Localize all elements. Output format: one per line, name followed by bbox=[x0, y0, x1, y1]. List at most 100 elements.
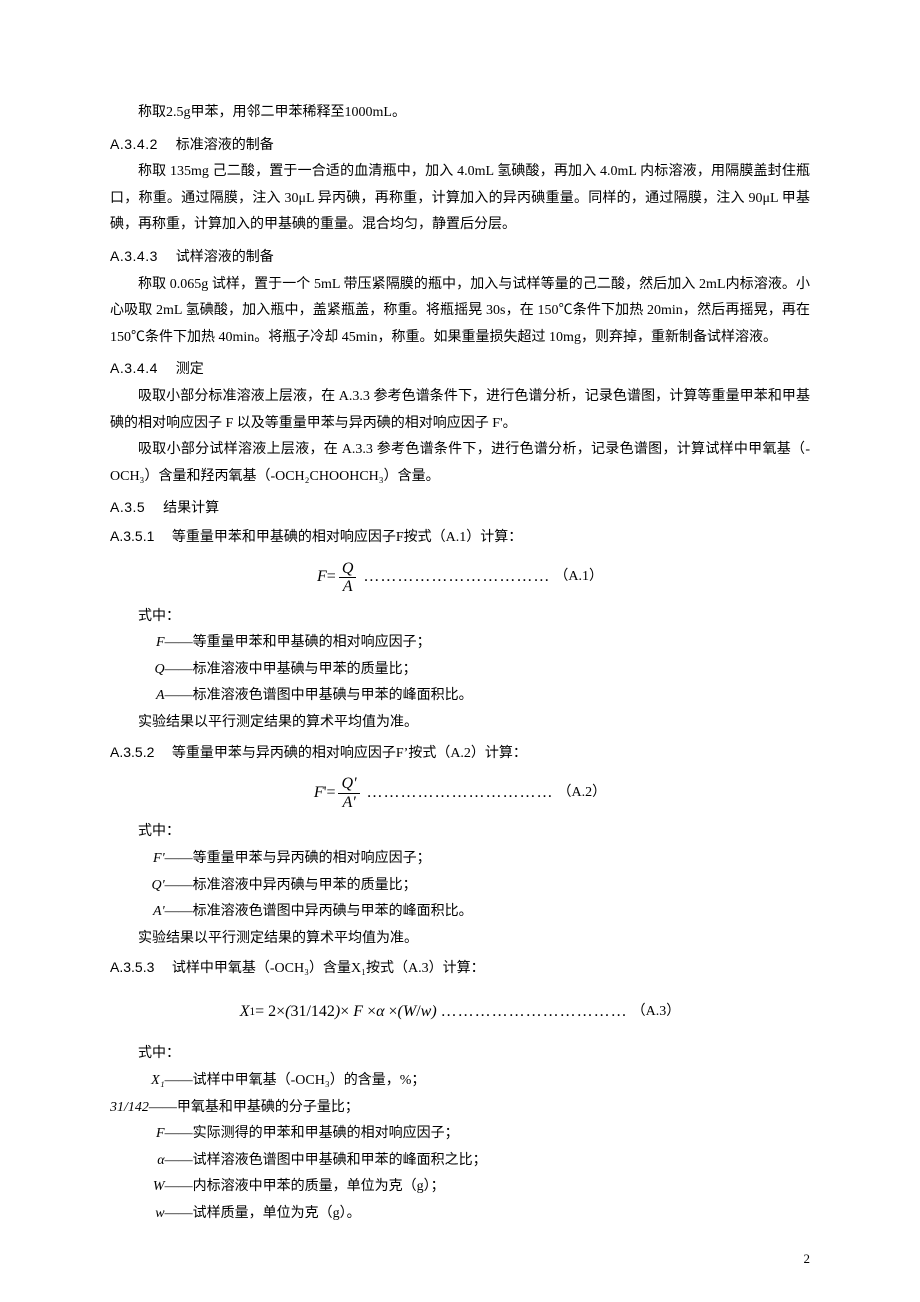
definition-separator: —— bbox=[165, 1148, 193, 1175]
definition-text: 等重量甲苯和甲基碘的相对响应因子； bbox=[193, 630, 810, 657]
definition-separator: —— bbox=[165, 630, 193, 657]
eq-label: （A.1） bbox=[554, 564, 603, 591]
para-a343: 称取 0.065g 试样，置于一个 5mL 带压紧隔膜的瓶中，加入与试样等量的己… bbox=[110, 272, 810, 352]
definition-text: 标准溶液色谱图中异丙碘与甲苯的峰面积比。 bbox=[193, 899, 810, 926]
heading-text: 试样中甲氧基（-OCH₃）含量X₁按式（A.3）计算： bbox=[172, 961, 485, 976]
heading-a344: A.3.4.4 测定 bbox=[110, 355, 810, 382]
definition-symbol: A bbox=[110, 683, 165, 710]
definition-separator: —— bbox=[165, 899, 193, 926]
definition-separator: —— bbox=[165, 873, 193, 900]
where-label: 式中： bbox=[110, 604, 810, 631]
definition-row: F——等重量甲苯和甲基碘的相对响应因子； bbox=[110, 630, 810, 657]
heading-a343: A.3.4.3 试样溶液的制备 bbox=[110, 243, 810, 270]
definition-row: Q'——标准溶液中异丙碘与甲苯的质量比； bbox=[110, 873, 810, 900]
defs-a1: F——等重量甲苯和甲基碘的相对响应因子；Q——标准溶液中甲基碘与甲苯的质量比；A… bbox=[110, 630, 810, 710]
heading-num: A.3.5.1 bbox=[110, 528, 154, 544]
defs-a3: X₁——试样中甲氧基（-OCH₃）的含量，%；31/142——甲氧基和甲基碘的分… bbox=[110, 1068, 810, 1228]
equation-a3: X1 = 2×(31/142)× F ×α ×(W/w) ……………………………… bbox=[110, 997, 810, 1027]
definition-text: 标准溶液中甲基碘与甲苯的质量比； bbox=[193, 657, 810, 684]
definition-text: 内标溶液中甲苯的质量，单位为克（g）； bbox=[193, 1174, 810, 1201]
eq-fraction: Q' A' bbox=[338, 775, 361, 811]
eq-lhs: F bbox=[314, 778, 324, 808]
definition-text: 试样中甲氧基（-OCH₃）的含量，%； bbox=[193, 1068, 810, 1095]
page-number: 2 bbox=[804, 1247, 811, 1272]
heading-text: 等重量甲苯与异丙碘的相对响应因子F’按式（A.2）计算： bbox=[172, 746, 527, 761]
definition-symbol: Q' bbox=[110, 873, 165, 900]
definition-text: 试样质量，单位为克（g）。 bbox=[193, 1201, 810, 1228]
heading-a352: A.3.5.2 等重量甲苯与异丙碘的相对响应因子F’按式（A.2）计算： bbox=[110, 739, 810, 768]
definition-symbol: F' bbox=[110, 846, 165, 873]
para-a344a: 吸取小部分标准溶液上层液，在 A.3.3 参考色谱条件下，进行色谱分析，记录色谱… bbox=[110, 384, 810, 437]
definition-symbol: Q bbox=[110, 657, 165, 684]
definition-text: 等重量甲苯与异丙碘的相对响应因子； bbox=[193, 846, 810, 873]
definition-symbol: W bbox=[110, 1174, 165, 1201]
definition-row: A'——标准溶液色谱图中异丙碘与甲苯的峰面积比。 bbox=[110, 899, 810, 926]
eq-dots: …………………………… bbox=[367, 778, 554, 808]
eq-dots: …………………………… bbox=[441, 997, 628, 1027]
para-a344b: 吸取小部分试样溶液上层液，在 A.3.3 参考色谱条件下，进行色谱分析，记录色谱… bbox=[110, 437, 810, 490]
definition-row: w——试样质量，单位为克（g）。 bbox=[110, 1201, 810, 1228]
heading-text: 等重量甲苯和甲基碘的相对响应因子F按式（A.1）计算： bbox=[172, 530, 522, 545]
definition-text: 标准溶液中异丙碘与甲苯的质量比； bbox=[193, 873, 810, 900]
heading-title: 标准溶液的制备 bbox=[176, 136, 274, 152]
heading-num: A.3.4.3 bbox=[110, 248, 158, 264]
equation-a2: F' = Q' A' …………………………… （A.2） bbox=[110, 775, 810, 811]
definition-row: F——实际测得的甲苯和甲基碘的相对响应因子； bbox=[110, 1121, 810, 1148]
definition-text: 试样溶液色谱图中甲基碘和甲苯的峰面积之比； bbox=[193, 1148, 810, 1175]
definition-row: α——试样溶液色谱图中甲基碘和甲苯的峰面积之比； bbox=[110, 1148, 810, 1175]
eq-dots: …………………………… bbox=[363, 562, 550, 592]
eq-equals: = bbox=[327, 778, 336, 808]
eq-fraction: Q A bbox=[338, 560, 358, 596]
definition-symbol: X₁ bbox=[110, 1068, 165, 1095]
definition-text: 实际测得的甲苯和甲基碘的相对响应因子； bbox=[193, 1121, 810, 1148]
heading-title: 测定 bbox=[176, 360, 204, 376]
definition-text: 标准溶液色谱图中甲基碘与甲苯的峰面积比。 bbox=[193, 683, 810, 710]
equation-a1: F = Q A …………………………… （A.1） bbox=[110, 560, 810, 596]
heading-title: 结果计算 bbox=[163, 499, 219, 515]
definition-text: 甲氧基和甲基碘的分子量比； bbox=[177, 1095, 810, 1122]
eq-lhs: X bbox=[240, 997, 250, 1027]
definition-symbol: 31/142 bbox=[110, 1095, 149, 1122]
definition-row: Q——标准溶液中甲基碘与甲苯的质量比； bbox=[110, 657, 810, 684]
definition-separator: —— bbox=[165, 1068, 193, 1095]
definition-separator: —— bbox=[149, 1095, 177, 1122]
where-label-3: 式中： bbox=[110, 1041, 810, 1068]
heading-num: A.3.5 bbox=[110, 499, 145, 515]
definition-symbol: A' bbox=[110, 899, 165, 926]
avg-note-1: 实验结果以平行测定结果的算术平均值为准。 bbox=[110, 710, 810, 737]
definition-symbol: w bbox=[110, 1201, 165, 1228]
definition-row: A——标准溶液色谱图中甲基碘与甲苯的峰面积比。 bbox=[110, 683, 810, 710]
eq-numerator: Q bbox=[338, 560, 358, 578]
definition-row: F'——等重量甲苯与异丙碘的相对响应因子； bbox=[110, 846, 810, 873]
definition-separator: —— bbox=[165, 1201, 193, 1228]
definition-separator: —— bbox=[165, 683, 193, 710]
eq-body: = 2×(31/142)× F ×α ×(W/w) bbox=[255, 997, 437, 1027]
avg-note-2: 实验结果以平行测定结果的算术平均值为准。 bbox=[110, 926, 810, 953]
definition-separator: —— bbox=[165, 846, 193, 873]
heading-a35: A.3.5 结果计算 bbox=[110, 494, 810, 521]
eq-equals: = bbox=[327, 562, 336, 592]
defs-a2: F'——等重量甲苯与异丙碘的相对响应因子；Q'——标准溶液中异丙碘与甲苯的质量比… bbox=[110, 846, 810, 926]
eq-label: （A.2） bbox=[558, 780, 607, 807]
heading-a353: A.3.5.3 试样中甲氧基（-OCH₃）含量X₁按式（A.3）计算： bbox=[110, 954, 810, 983]
heading-num: A.3.4.2 bbox=[110, 136, 158, 152]
eq-lhs: F bbox=[317, 562, 327, 592]
definition-symbol: α bbox=[110, 1148, 165, 1175]
eq-denominator: A bbox=[339, 577, 357, 596]
eq-numerator: Q' bbox=[338, 775, 361, 793]
heading-a351: A.3.5.1 等重量甲苯和甲基碘的相对响应因子F按式（A.1）计算： bbox=[110, 523, 810, 552]
intro-paragraph: 称取2.5g甲苯，用邻二甲苯稀释至1000mL。 bbox=[110, 100, 810, 127]
definition-row: X₁——试样中甲氧基（-OCH₃）的含量，%； bbox=[110, 1068, 810, 1095]
where-label-2: 式中： bbox=[110, 819, 810, 846]
definition-symbol: F bbox=[110, 630, 165, 657]
heading-num: A.3.4.4 bbox=[110, 360, 158, 376]
definition-separator: —— bbox=[165, 1174, 193, 1201]
eq-label: （A.3） bbox=[632, 999, 681, 1026]
eq-denominator: A' bbox=[338, 793, 359, 812]
para-a342: 称取 135mg 己二酸，置于一合适的血清瓶中，加入 4.0mL 氢碘酸，再加入… bbox=[110, 159, 810, 239]
definition-row: 31/142——甲氧基和甲基碘的分子量比； bbox=[110, 1095, 810, 1122]
heading-title: 试样溶液的制备 bbox=[176, 248, 274, 264]
heading-num: A.3.5.3 bbox=[110, 959, 154, 975]
definition-row: W——内标溶液中甲苯的质量，单位为克（g）； bbox=[110, 1174, 810, 1201]
definition-symbol: F bbox=[110, 1121, 165, 1148]
